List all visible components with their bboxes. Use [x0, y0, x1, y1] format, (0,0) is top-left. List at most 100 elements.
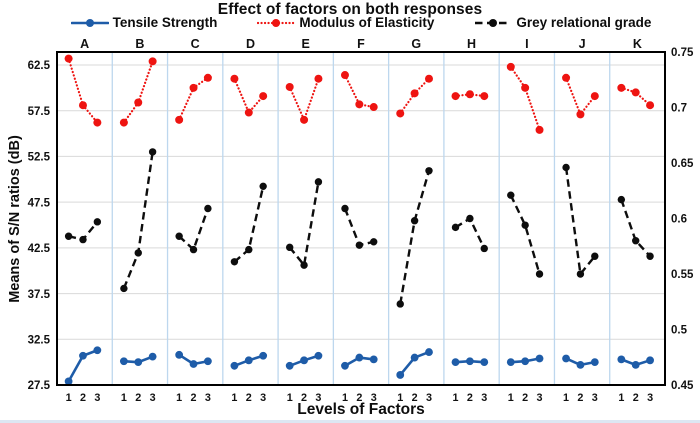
data-point-grey-relational-grade [451, 223, 460, 232]
svg-text:2: 2 [522, 392, 528, 404]
data-point-modulus-of-elasticity [521, 83, 530, 92]
data-point-tensile-strength [300, 356, 308, 365]
modulus-dotted-line-icon [257, 18, 296, 27]
svg-text:3: 3 [260, 392, 266, 404]
svg-text:0.7: 0.7 [671, 103, 687, 115]
data-point-tensile-strength [355, 353, 364, 362]
data-point-grey-relational-grade [64, 232, 73, 240]
data-point-tensile-strength [631, 360, 640, 369]
data-point-grey-relational-grade [341, 204, 349, 213]
svg-text:1: 1 [121, 392, 127, 404]
svg-text:3: 3 [481, 392, 487, 404]
svg-text:3: 3 [315, 392, 321, 404]
data-point-modulus-of-elasticity [396, 109, 405, 118]
data-point-modulus-of-elasticity [355, 100, 364, 109]
data-point-tensile-strength [396, 371, 405, 379]
svg-text:32.5: 32.5 [28, 334, 51, 346]
svg-text:3: 3 [371, 392, 377, 404]
svg-text:2: 2 [135, 392, 141, 404]
grey-grade-dashed-line-icon [475, 18, 512, 27]
svg-text:2: 2 [301, 392, 307, 404]
factor-labels: A B C D E F G H I J K [80, 37, 642, 51]
svg-text:3: 3 [592, 392, 598, 404]
data-point-grey-relational-grade [410, 217, 419, 225]
legend-item-tensile-strength: Tensile Strength [70, 15, 218, 30]
legend-item-modulus-of-elasticity: Modulus of Elasticity [257, 15, 434, 30]
svg-text:57.5: 57.5 [28, 106, 51, 118]
svg-text:0.75: 0.75 [671, 47, 694, 59]
svg-text:1: 1 [618, 392, 624, 404]
legend-label-tensile-strength: Tensile Strength [112, 15, 218, 30]
chart-title: Effect of factors on both responses [217, 1, 483, 18]
data-point-grey-relational-grade [259, 182, 267, 191]
data-point-tensile-strength [480, 358, 489, 367]
data-point-grey-relational-grade [314, 178, 323, 186]
data-point-grey-relational-grade [562, 163, 570, 172]
data-point-modulus-of-elasticity [314, 74, 323, 83]
data-point-modulus-of-elasticity [244, 108, 253, 117]
data-point-modulus-of-elasticity [535, 125, 544, 134]
svg-text:0.45: 0.45 [671, 380, 694, 392]
svg-text:3: 3 [426, 392, 432, 404]
data-point-grey-relational-grade [245, 245, 253, 254]
data-point-modulus-of-elasticity [259, 92, 268, 101]
svg-text:1: 1 [287, 392, 293, 404]
svg-text:0.5: 0.5 [671, 325, 688, 337]
data-point-modulus-of-elasticity [340, 71, 349, 80]
svg-text:47.5: 47.5 [28, 197, 51, 209]
data-point-modulus-of-elasticity [646, 101, 655, 110]
data-point-modulus-of-elasticity [576, 110, 585, 119]
data-point-tensile-strength [562, 354, 570, 363]
data-point-modulus-of-elasticity [119, 118, 128, 127]
data-point-grey-relational-grade [617, 195, 626, 204]
data-point-grey-relational-grade [535, 270, 544, 278]
data-point-modulus-of-elasticity [465, 90, 474, 99]
svg-text:1: 1 [176, 392, 182, 404]
legend-label-grey-relational-grade: Grey relational grade [516, 15, 652, 30]
series-modulus-of-elasticity [64, 54, 655, 134]
data-point-grey-relational-grade [120, 284, 128, 293]
data-point-tensile-strength [189, 360, 198, 368]
data-point-grey-relational-grade [521, 221, 529, 229]
data-point-grey-relational-grade [285, 243, 294, 252]
data-point-modulus-of-elasticity [451, 92, 460, 101]
data-point-grey-relational-grade [576, 270, 585, 278]
data-point-tensile-strength [64, 377, 73, 386]
svg-text:1: 1 [342, 392, 348, 404]
svg-text:H: H [467, 37, 476, 51]
svg-text:2: 2 [356, 392, 362, 404]
tensile-strength-line-icon [70, 18, 109, 27]
data-point-modulus-of-elasticity [285, 82, 294, 91]
data-point-tensile-strength [285, 361, 294, 370]
data-point-tensile-strength [79, 351, 87, 360]
svg-text:2: 2 [246, 392, 252, 404]
data-point-modulus-of-elasticity [590, 92, 599, 101]
data-point-modulus-of-elasticity [410, 89, 419, 98]
data-point-tensile-strength [535, 354, 544, 363]
right-axis-ticks: 0.75 0.7 0.65 0.6 0.55 0.5 0.45 [671, 47, 694, 392]
panel-separators [111, 52, 611, 385]
data-point-tensile-strength [410, 353, 419, 362]
data-point-grey-relational-grade [425, 167, 433, 175]
svg-text:E: E [302, 37, 310, 51]
svg-text:G: G [411, 37, 421, 51]
data-point-modulus-of-elasticity [369, 103, 378, 112]
svg-text:C: C [191, 37, 200, 51]
svg-text:2: 2 [633, 392, 639, 404]
data-point-tensile-strength [314, 351, 323, 360]
data-point-tensile-strength [341, 361, 349, 370]
data-point-tensile-strength [203, 357, 212, 366]
svg-text:1: 1 [66, 392, 72, 404]
svg-text:2: 2 [412, 392, 418, 404]
data-point-tensile-strength [244, 356, 253, 365]
svg-text:F: F [357, 37, 365, 51]
svg-text:42.5: 42.5 [28, 243, 51, 255]
data-point-tensile-strength [451, 358, 460, 367]
data-point-grey-relational-grade [507, 191, 515, 199]
svg-text:1: 1 [563, 392, 569, 404]
data-point-tensile-strength [148, 352, 157, 361]
data-point-modulus-of-elasticity [134, 98, 143, 107]
data-point-modulus-of-elasticity [78, 101, 87, 110]
data-point-modulus-of-elasticity [562, 73, 571, 82]
